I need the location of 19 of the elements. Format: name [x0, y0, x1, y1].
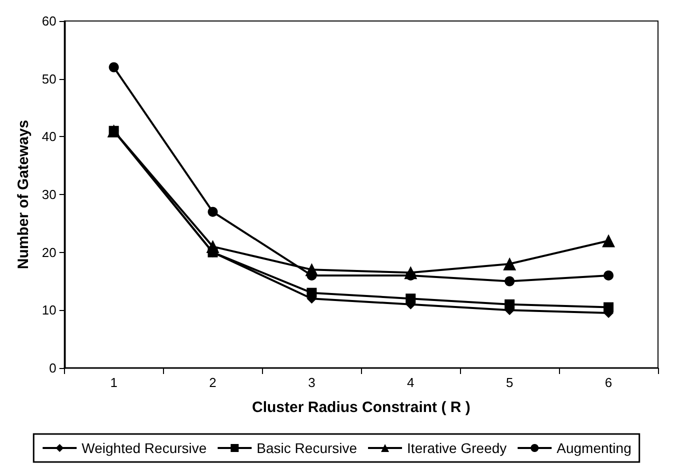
- x-tick-label: 3: [308, 375, 316, 390]
- y-tick-label: 20: [42, 244, 56, 260]
- legend-label: Weighted Recursive: [82, 440, 207, 456]
- legend-label: Basic Recursive: [256, 440, 358, 456]
- legend-label: Iterative Greedy: [407, 440, 507, 456]
- y-tick-label: 10: [42, 302, 56, 318]
- x-axis-title: Cluster Radius Constraint ( R ): [252, 399, 470, 416]
- y-tick-label: 0: [49, 360, 56, 376]
- x-tick-label: 5: [506, 375, 514, 390]
- y-tick-label: 50: [42, 71, 56, 86]
- x-tick-label: 6: [604, 375, 612, 390]
- y-tick-label: 30: [42, 187, 56, 202]
- x-tick-label: 2: [209, 375, 216, 390]
- legend-label: Augmenting: [556, 440, 632, 456]
- y-axis-title: Number of Gateways: [15, 120, 32, 270]
- x-tick-label: 4: [407, 375, 414, 390]
- x-tick-label: 1: [110, 375, 118, 390]
- y-tick-label: 40: [42, 129, 56, 144]
- y-tick-label: 60: [42, 14, 56, 28]
